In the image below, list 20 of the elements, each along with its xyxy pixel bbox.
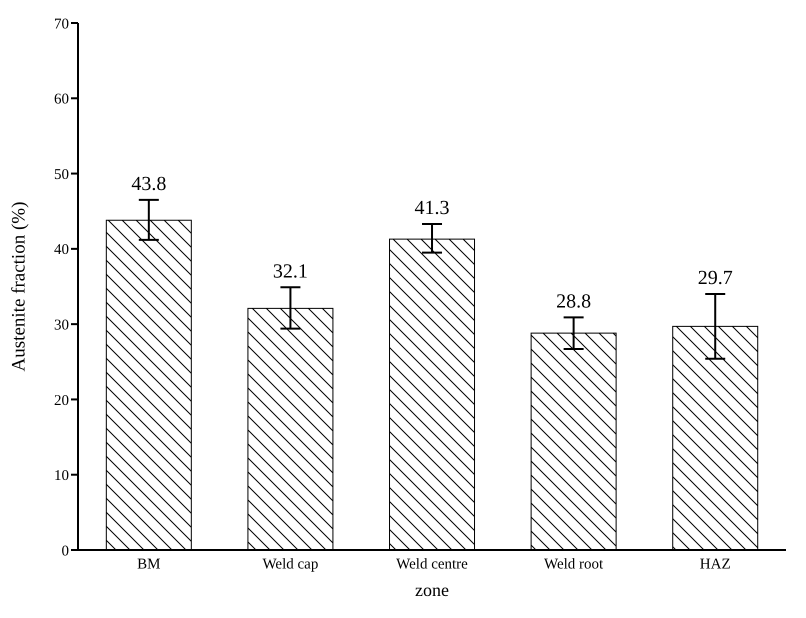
x-tick-label: Weld root (544, 556, 604, 573)
data-label: 29.7 (698, 267, 733, 290)
y-tick-label: 70 (54, 16, 69, 32)
data-label: 43.8 (131, 172, 166, 195)
y-tick-label: 30 (54, 317, 69, 334)
y-tick-label: 0 (62, 543, 69, 560)
y-tick-label: 20 (54, 392, 69, 409)
x-tick-label: HAZ (700, 556, 731, 573)
x-tick-label: BM (137, 556, 160, 573)
data-label: 32.1 (272, 260, 308, 282)
y-tick-label: 60 (54, 92, 69, 108)
data-label: 28.8 (556, 290, 592, 312)
y-tick-label: 10 (54, 468, 69, 484)
y-tick-label: 40 (54, 242, 69, 258)
x-tick-label: Weld cap (262, 556, 318, 573)
x-tick-label: Weld centre (396, 556, 468, 573)
data-label: 41.3 (414, 197, 450, 220)
x-axis-title: zone (415, 580, 449, 600)
y-axis-title: Austenite fraction (%) (8, 202, 30, 372)
y-tick-label: 50 (54, 166, 69, 183)
